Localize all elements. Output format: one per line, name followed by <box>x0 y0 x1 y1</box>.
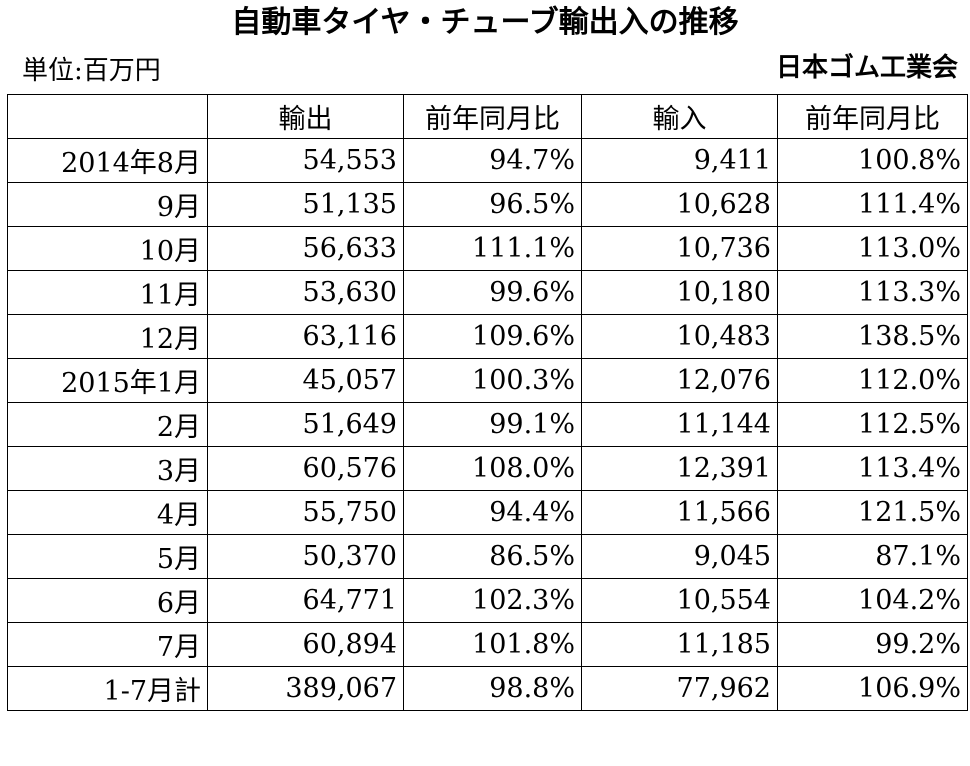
table-row: 11月 53,630 99.6% 10,180 113.3% <box>7 270 968 315</box>
imports-cell: 10,180 <box>581 270 778 315</box>
exports-cell: 60,576 <box>207 446 404 491</box>
imports-cell: 12,391 <box>581 446 778 491</box>
imports-cell: 77,962 <box>581 666 778 711</box>
period-cell: 5月 <box>7 534 208 579</box>
exports-cell: 56,633 <box>207 226 404 271</box>
period-cell: 3月 <box>7 446 208 491</box>
period-cell: 1-7月計 <box>7 666 208 711</box>
exports-yoy-cell: 99.1% <box>403 402 582 447</box>
table-row: 7月 60,894 101.8% 11,185 99.2% <box>7 622 968 667</box>
imports-cell: 9,411 <box>581 138 778 183</box>
exports-yoy-cell: 109.6% <box>403 314 582 359</box>
period-cell: 2014年8月 <box>7 138 208 183</box>
table-row: 4月 55,750 94.4% 11,566 121.5% <box>7 490 968 535</box>
imports-yoy-cell: 112.0% <box>777 358 968 403</box>
exports-cell: 60,894 <box>207 622 404 667</box>
unit-label: 単位:百万円 <box>22 56 161 86</box>
table-row: 5月 50,370 86.5% 9,045 87.1% <box>7 534 968 579</box>
imports-yoy-cell: 104.2% <box>777 578 968 623</box>
table-row: 3月 60,576 108.0% 12,391 113.4% <box>7 446 968 491</box>
imports-yoy-cell: 106.9% <box>777 666 968 711</box>
exports-yoy-cell: 94.4% <box>403 490 582 535</box>
exports-cell: 63,116 <box>207 314 404 359</box>
header-cell-imports-yoy: 前年同月比 <box>777 94 968 139</box>
exports-yoy-cell: 94.7% <box>403 138 582 183</box>
imports-yoy-cell: 121.5% <box>777 490 968 535</box>
imports-cell: 11,566 <box>581 490 778 535</box>
source-label: 日本ゴム工業会 <box>775 53 958 83</box>
exports-yoy-cell: 102.3% <box>403 578 582 623</box>
imports-yoy-cell: 113.4% <box>777 446 968 491</box>
imports-yoy-cell: 111.4% <box>777 182 968 227</box>
header-cell-exports-yoy: 前年同月比 <box>403 94 582 139</box>
exports-yoy-cell: 86.5% <box>403 534 582 579</box>
exports-yoy-cell: 111.1% <box>403 226 582 271</box>
imports-yoy-cell: 100.8% <box>777 138 968 183</box>
header-cell-period <box>7 94 208 139</box>
exports-cell: 51,649 <box>207 402 404 447</box>
table-row: 1-7月計 389,067 98.8% 77,962 106.9% <box>7 666 968 711</box>
period-cell: 10月 <box>7 226 208 271</box>
table-row: 6月 64,771 102.3% 10,554 104.2% <box>7 578 968 623</box>
period-cell: 7月 <box>7 622 208 667</box>
exports-cell: 54,553 <box>207 138 404 183</box>
table-row: 2014年8月 54,553 94.7% 9,411 100.8% <box>7 138 968 183</box>
exports-cell: 55,750 <box>207 490 404 535</box>
exports-yoy-cell: 100.3% <box>403 358 582 403</box>
imports-cell: 9,045 <box>581 534 778 579</box>
table-row: 2月 51,649 99.1% 11,144 112.5% <box>7 402 968 447</box>
page-title: 自動車タイヤ・チューブ輸出入の推移 <box>231 5 739 40</box>
imports-cell: 10,483 <box>581 314 778 359</box>
table-row: 9月 51,135 96.5% 10,628 111.4% <box>7 182 968 227</box>
imports-cell: 12,076 <box>581 358 778 403</box>
period-cell: 2015年1月 <box>7 358 208 403</box>
table-row: 10月 56,633 111.1% 10,736 113.0% <box>7 226 968 271</box>
period-cell: 12月 <box>7 314 208 359</box>
imports-yoy-cell: 113.0% <box>777 226 968 271</box>
exports-cell: 53,630 <box>207 270 404 315</box>
table-row: 12月 63,116 109.6% 10,483 138.5% <box>7 314 968 359</box>
trade-table: 輸出 前年同月比 輸入 前年同月比 2014年8月 54,553 94.7% 9,41… <box>7 94 968 711</box>
exports-yoy-cell: 99.6% <box>403 270 582 315</box>
exports-yoy-cell: 96.5% <box>403 182 582 227</box>
exports-yoy-cell: 101.8% <box>403 622 582 667</box>
imports-cell: 11,144 <box>581 402 778 447</box>
imports-cell: 11,185 <box>581 622 778 667</box>
exports-cell: 389,067 <box>207 666 404 711</box>
exports-cell: 50,370 <box>207 534 404 579</box>
imports-yoy-cell: 138.5% <box>777 314 968 359</box>
period-cell: 6月 <box>7 578 208 623</box>
exports-cell: 64,771 <box>207 578 404 623</box>
imports-cell: 10,736 <box>581 226 778 271</box>
imports-cell: 10,628 <box>581 182 778 227</box>
table-row: 2015年1月 45,057 100.3% 12,076 112.0% <box>7 358 968 403</box>
exports-yoy-cell: 98.8% <box>403 666 582 711</box>
period-cell: 11月 <box>7 270 208 315</box>
imports-cell: 10,554 <box>581 578 778 623</box>
imports-yoy-cell: 112.5% <box>777 402 968 447</box>
exports-cell: 51,135 <box>207 182 404 227</box>
period-cell: 9月 <box>7 182 208 227</box>
period-cell: 4月 <box>7 490 208 535</box>
imports-yoy-cell: 113.3% <box>777 270 968 315</box>
header-cell-exports: 輸出 <box>207 94 404 139</box>
imports-yoy-cell: 87.1% <box>777 534 968 579</box>
exports-cell: 45,057 <box>207 358 404 403</box>
imports-yoy-cell: 99.2% <box>777 622 968 667</box>
period-cell: 2月 <box>7 402 208 447</box>
header-cell-imports: 輸入 <box>581 94 778 139</box>
header-row: 輸出 前年同月比 輸入 前年同月比 <box>7 94 968 139</box>
exports-yoy-cell: 108.0% <box>403 446 582 491</box>
